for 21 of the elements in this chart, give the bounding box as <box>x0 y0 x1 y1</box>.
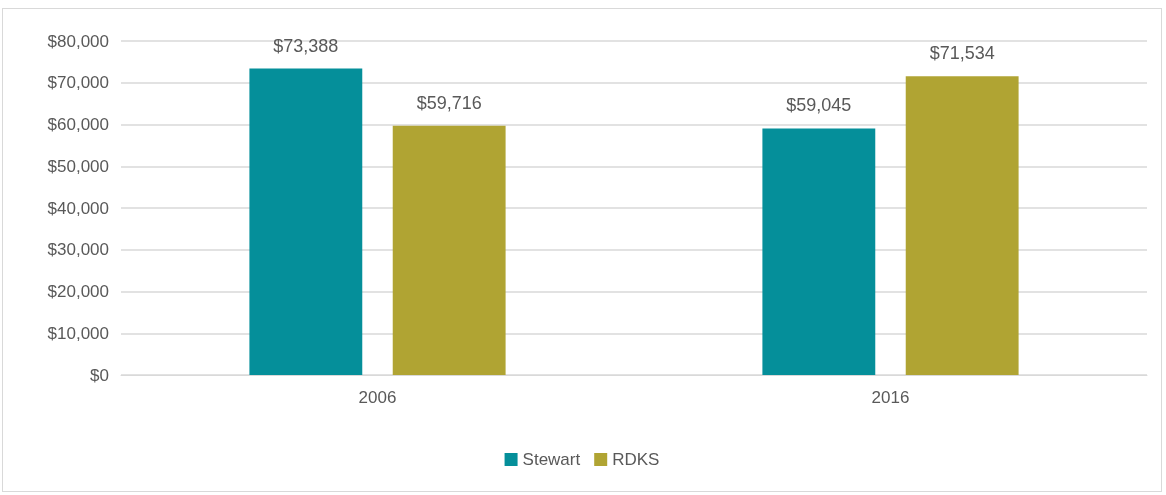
data-label: $73,388 <box>273 35 339 56</box>
bar <box>392 125 506 375</box>
x-tick-label: 2006 <box>358 388 397 407</box>
y-tick-label: $20,000 <box>47 282 109 301</box>
legend-label: RDKS <box>612 450 660 469</box>
bar <box>905 76 1019 375</box>
y-tick-label: $50,000 <box>47 156 109 176</box>
y-tick-label: $40,000 <box>47 198 109 218</box>
legend-label: Stewart <box>522 450 581 469</box>
bar <box>249 68 363 375</box>
y-tick-label: $80,000 <box>47 31 109 51</box>
y-tick-label: $0 <box>90 365 109 385</box>
data-label: $71,534 <box>929 43 995 64</box>
y-tick-label: $60,000 <box>47 115 109 134</box>
y-tick-label: $10,000 <box>47 323 109 343</box>
data-label: $59,045 <box>786 95 852 116</box>
data-label: $59,716 <box>416 92 482 113</box>
y-tick-label: $70,000 <box>47 73 109 93</box>
y-tick-label: $30,000 <box>47 240 109 260</box>
x-tick-label: 2016 <box>871 388 910 407</box>
bar <box>762 128 876 375</box>
